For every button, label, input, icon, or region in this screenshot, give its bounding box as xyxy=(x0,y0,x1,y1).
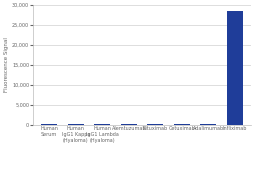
Bar xyxy=(147,124,163,125)
Bar xyxy=(200,124,216,125)
Bar xyxy=(174,124,190,125)
Bar xyxy=(68,124,84,125)
Bar xyxy=(41,124,57,125)
Bar xyxy=(94,124,110,125)
Bar xyxy=(227,11,243,125)
Y-axis label: Fluorescence Signal: Fluorescence Signal xyxy=(4,37,9,92)
Bar xyxy=(121,124,137,125)
